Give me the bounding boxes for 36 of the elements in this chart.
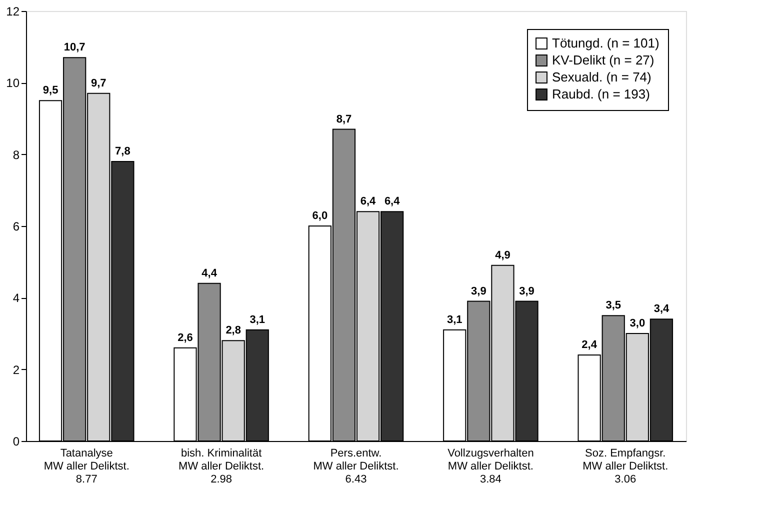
- data-label: 3,1: [446, 314, 462, 326]
- legend-label: Tötungd. (n = 101): [552, 36, 660, 50]
- data-label: 9,5: [42, 84, 58, 97]
- data-label: 4,4: [202, 267, 218, 280]
- data-label: 10,7: [64, 42, 86, 54]
- y-tick-label: 12: [6, 4, 20, 18]
- y-tick-label: 0: [12, 434, 20, 448]
- data-label: 6,4: [360, 196, 377, 208]
- data-label: 2,6: [178, 332, 193, 344]
- data-label: 7,8: [115, 146, 130, 158]
- data-label: 8,7: [336, 113, 352, 126]
- data-label: 3,1: [250, 314, 266, 326]
- data-label: 9,7: [90, 77, 106, 90]
- legend-label: KV-Delikt (n = 27): [552, 52, 654, 68]
- x-tick-label: Pers.entw. MW aller Deliktst. 6.43: [313, 448, 399, 486]
- data-label: 6,4: [384, 196, 401, 208]
- y-tick-label: 2: [12, 362, 20, 377]
- data-label: 4,9: [495, 249, 510, 262]
- x-tick-label: Soz. Empfangsr. MW aller Deliktst. 3.06: [582, 448, 668, 486]
- legend-label: Sexuald. (n = 74): [552, 70, 652, 84]
- data-label: 3,0: [630, 318, 646, 330]
- x-tick-label: bish. Kriminalität MW aller Deliktst. 2.98: [178, 448, 264, 486]
- y-tick-label: 10: [6, 76, 20, 90]
- y-tick-label: 4: [12, 291, 20, 306]
- data-label: 2,8: [226, 324, 241, 337]
- data-label: 3,9: [471, 285, 486, 298]
- data-label: 6,0: [312, 210, 328, 222]
- legend-label: Raubd. (n = 193): [552, 86, 650, 102]
- data-label: 2,4: [582, 339, 598, 351]
- y-tick-label: 6: [12, 220, 20, 234]
- data-label: 3,9: [519, 285, 534, 298]
- y-tick-label: 8: [12, 148, 20, 162]
- data-label: 3,4: [654, 303, 670, 316]
- x-tick-label: Vollzugsverhalten MW aller Deliktst. 3.84: [448, 448, 534, 486]
- data-label: 3,5: [606, 300, 622, 312]
- x-tick-label: Tatanalyse MW aller Deliktst. 8.77: [44, 448, 130, 486]
